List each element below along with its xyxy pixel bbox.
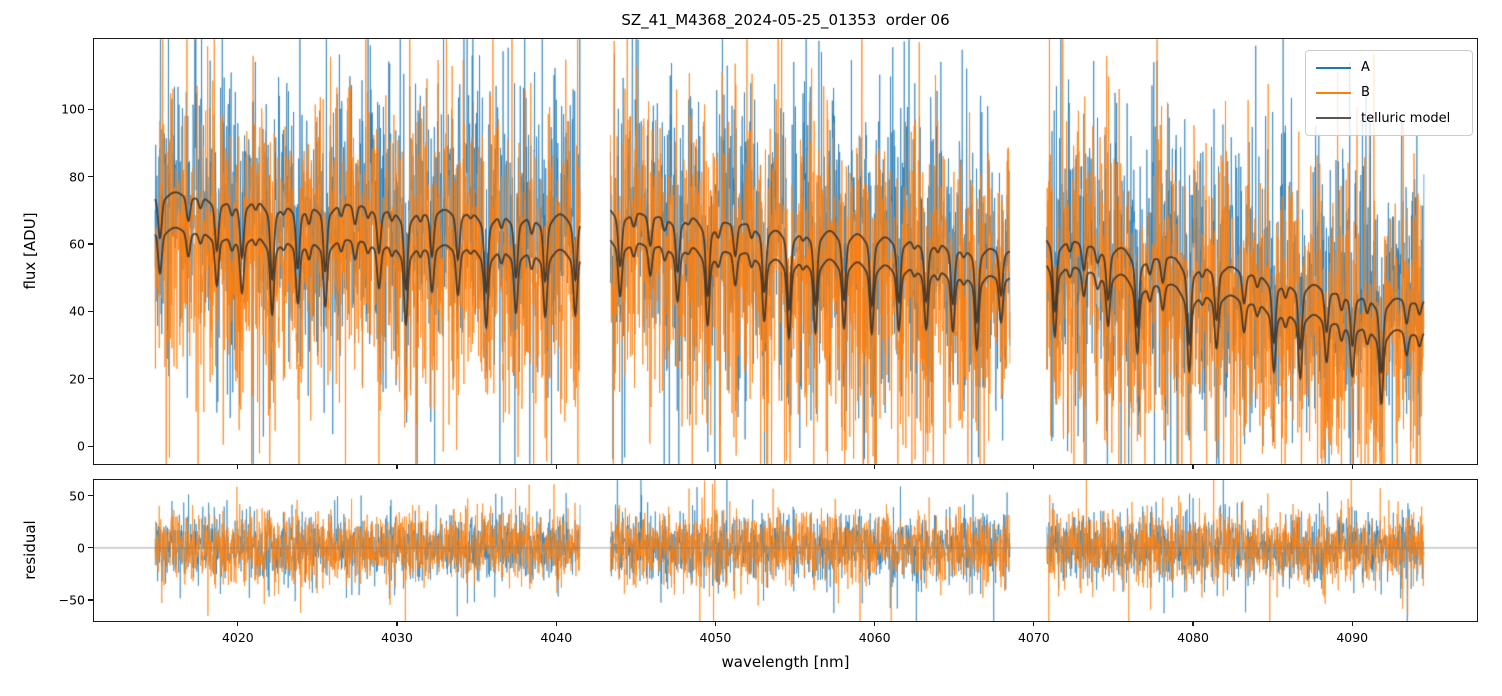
y-tick-label: 60	[69, 236, 85, 252]
x-tick	[396, 465, 398, 469]
legend-item-telluric-model: telluric model	[1306, 112, 1472, 125]
x-tick	[555, 465, 557, 469]
x-tick	[237, 465, 239, 469]
x-tick-label: 4040	[540, 630, 573, 645]
x-tick	[714, 465, 717, 469]
legend-label: A	[1361, 60, 1370, 76]
y-tick	[88, 310, 93, 313]
y-tick	[88, 176, 93, 178]
x-tick	[1351, 622, 1353, 626]
x-tick-label: 4070	[1017, 630, 1050, 645]
x-tick	[874, 622, 876, 626]
x-tick	[1033, 465, 1035, 469]
legend-label: telluric model	[1361, 110, 1451, 126]
y-tick-label: 80	[69, 169, 85, 185]
x-tick-label: 4090	[1336, 630, 1369, 645]
y-tick	[88, 495, 93, 497]
x-tick	[555, 622, 557, 626]
x-tick	[396, 622, 398, 626]
y-tick-label: 100	[61, 101, 85, 117]
x-tick-label: 4050	[699, 630, 732, 645]
y-tick-label: 50	[69, 488, 85, 504]
y-tick	[88, 108, 93, 110]
x-tick-label: 4060	[858, 630, 891, 645]
x-tick	[1192, 465, 1194, 469]
x-tick-label: 4030	[381, 630, 413, 645]
legend-line-sample	[1316, 91, 1351, 94]
chart-title: SZ_41_M4368_2024-05-25_01353 order 06	[621, 11, 950, 29]
y-tick-label: 0	[77, 540, 85, 556]
legend-item-a: A	[1306, 61, 1472, 74]
x-tick	[237, 622, 239, 626]
y-tick-label: −50	[58, 592, 85, 608]
legend-line-sample	[1316, 66, 1351, 69]
legend-label: B	[1361, 85, 1370, 101]
x-tick	[1192, 622, 1194, 626]
y-tick	[88, 547, 93, 549]
wavelength-axis-label: wavelength [nm]	[721, 653, 850, 671]
x-tick	[1033, 622, 1035, 626]
x-tick	[874, 465, 876, 469]
legend-item-b: B	[1306, 86, 1472, 99]
y-tick	[88, 445, 93, 447]
y-tick-label: 0	[77, 438, 85, 454]
x-tick	[1351, 465, 1353, 469]
x-tick-label: 4080	[1177, 630, 1209, 645]
y-tick	[88, 599, 93, 601]
y-tick-label: 40	[69, 303, 85, 319]
legend-line-sample	[1316, 117, 1351, 120]
y-tick-label: 20	[69, 371, 85, 387]
x-tick	[714, 622, 717, 626]
y-tick	[88, 243, 93, 245]
y-tick	[88, 378, 93, 380]
x-tick-label: 4020	[221, 630, 254, 645]
